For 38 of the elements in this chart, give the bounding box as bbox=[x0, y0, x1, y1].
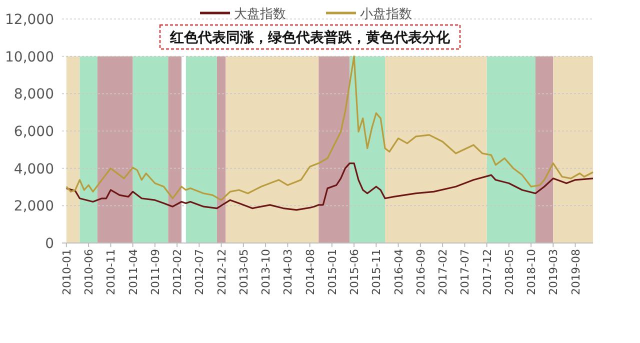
legend-label: 大盘指数 bbox=[234, 7, 286, 22]
y-tick-label: 12,000 bbox=[5, 12, 54, 28]
x-tick-label: 2017-02 bbox=[436, 249, 450, 295]
x-tick-label: 2016-09 bbox=[414, 249, 428, 295]
y-tick-label: 2,000 bbox=[14, 198, 54, 215]
y-tick-label: 4,000 bbox=[14, 161, 54, 178]
x-tick-label: 2018-05 bbox=[502, 249, 516, 295]
line-series bbox=[66, 162, 594, 211]
annotation: 红色代表同涨，绿色代表普跌，黄色代表分化 bbox=[169, 29, 451, 46]
x-tick-label: 2010-01 bbox=[60, 249, 74, 295]
x-tick-label: 2012-07 bbox=[193, 249, 206, 295]
legend-item: 大盘指数 bbox=[200, 7, 286, 22]
x-tick-label: 2019-08 bbox=[569, 249, 582, 295]
x-tick-label: 2011-04 bbox=[126, 249, 140, 295]
y-tick-label: 0 bbox=[45, 236, 54, 252]
y-tick-label: 6,000 bbox=[14, 124, 54, 140]
x-tick-label: 2017-07 bbox=[458, 249, 472, 295]
x-tick-label: 2017-12 bbox=[480, 249, 494, 295]
x-tick-label: 2013-10 bbox=[260, 249, 273, 295]
x-tick-label: 2019-03 bbox=[547, 249, 560, 295]
x-tick-label: 2014-03 bbox=[282, 249, 295, 295]
x-tick-label: 2016-04 bbox=[392, 249, 406, 295]
x-tick-label: 2010-06 bbox=[82, 249, 96, 295]
line-series bbox=[66, 56, 594, 201]
legend-item: 小盘指数 bbox=[326, 7, 412, 22]
x-tick-label: 2014-08 bbox=[304, 249, 317, 295]
x-tick-label: 2010-11 bbox=[104, 249, 118, 295]
legend-label: 小盘指数 bbox=[360, 7, 412, 22]
x-tick-label: 2012-02 bbox=[171, 249, 184, 295]
x-tick-label: 2015-11 bbox=[370, 249, 384, 295]
x-tick-label: 2013-05 bbox=[237, 249, 250, 295]
y-tick-label: 8,000 bbox=[14, 86, 54, 103]
x-tick-label: 2018-10 bbox=[525, 249, 538, 295]
x-tick-label: 2015-01 bbox=[326, 249, 339, 295]
x-tick-label: 2011-09 bbox=[148, 249, 162, 295]
x-tick-label: 2015-06 bbox=[348, 249, 362, 295]
y-tick-label: 10,000 bbox=[5, 49, 54, 66]
x-tick-label: 2012-12 bbox=[215, 249, 228, 295]
